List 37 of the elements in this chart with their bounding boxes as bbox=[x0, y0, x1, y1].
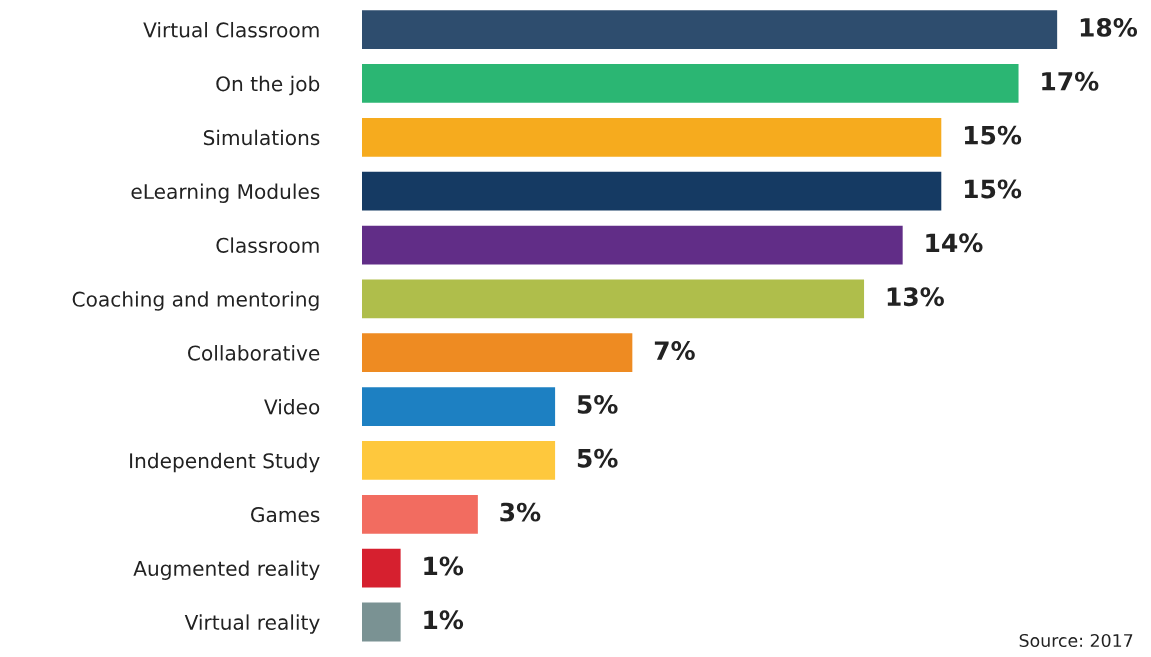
y-tick-label: Virtual Classroom bbox=[143, 21, 319, 38]
bar bbox=[362, 387, 556, 426]
data-label: 15% bbox=[964, 179, 1022, 199]
y-tick-label: Simulations bbox=[203, 129, 320, 146]
bar bbox=[362, 117, 942, 157]
y-tick-label: Virtual reality bbox=[184, 614, 320, 634]
annotation: Source: 2017 bbox=[1019, 633, 1133, 648]
bar bbox=[362, 171, 942, 211]
y-tick-label: Video bbox=[264, 398, 320, 415]
y-tick-label: Augmented reality bbox=[133, 560, 320, 580]
bar bbox=[362, 602, 401, 642]
data-label: 13% bbox=[887, 287, 944, 307]
data-label: 5% bbox=[577, 448, 618, 468]
bar bbox=[362, 64, 1019, 103]
y-tick-label: Classroom bbox=[216, 237, 319, 253]
y-tick-label: eLearning Modules bbox=[131, 183, 320, 204]
data-label: 1% bbox=[424, 610, 464, 630]
data-label: 5% bbox=[577, 394, 618, 414]
y-tick-label: Independent Study bbox=[130, 452, 320, 473]
data-label: 17% bbox=[1042, 71, 1099, 91]
y-tick-label: Games bbox=[251, 507, 320, 523]
data-label: 1% bbox=[424, 556, 464, 576]
bar bbox=[362, 441, 556, 480]
data-label: 7% bbox=[654, 341, 695, 360]
bar bbox=[362, 10, 1058, 50]
bar bbox=[362, 279, 865, 319]
bar bbox=[362, 333, 633, 373]
data-label: 18% bbox=[1080, 17, 1138, 37]
y-tick-label: On the job bbox=[216, 75, 320, 96]
data-label: 15% bbox=[964, 125, 1022, 145]
bar bbox=[362, 225, 903, 265]
bar bbox=[362, 548, 401, 588]
y-tick-label: Coaching and mentoring bbox=[72, 291, 319, 311]
data-label: 3% bbox=[500, 502, 541, 522]
y-tick-label: Collaborative bbox=[188, 345, 320, 361]
data-label: 14% bbox=[926, 233, 983, 253]
bar bbox=[362, 494, 478, 534]
